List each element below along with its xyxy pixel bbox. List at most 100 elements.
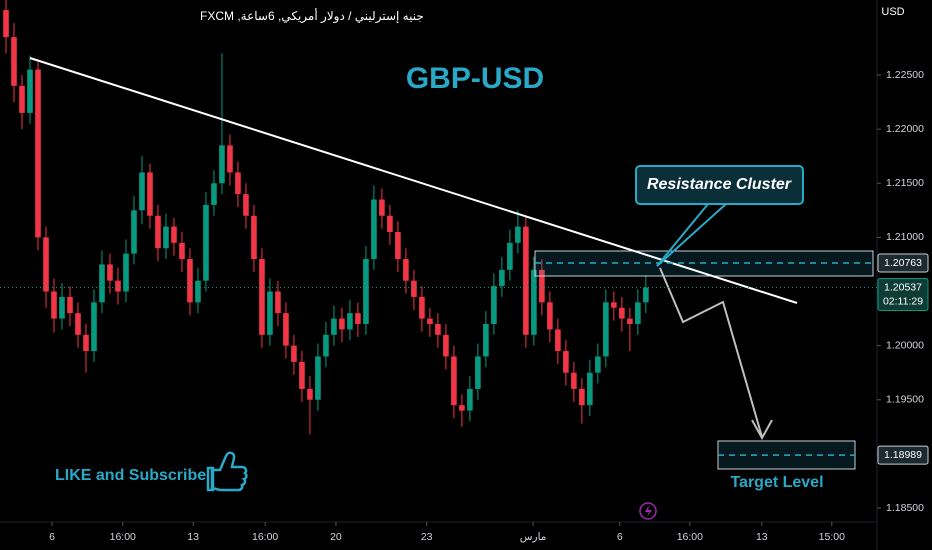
candle-body — [323, 334, 329, 357]
candle-body — [51, 291, 57, 319]
candle-body — [603, 302, 609, 357]
promo-text: LIKE and Subscribe — [55, 467, 206, 484]
candle-body — [531, 269, 537, 335]
y-tick-label: 1.21500 — [886, 177, 924, 189]
level-box — [877, 445, 929, 465]
candle-body — [515, 226, 521, 243]
x-tick-label: 16:00 — [252, 531, 278, 543]
candle-body — [123, 253, 129, 292]
level-label: 1.18989 — [884, 449, 922, 461]
chart-title: GBP-USD — [406, 62, 544, 95]
candle-body — [171, 226, 177, 243]
candle-body — [331, 318, 337, 335]
candle-body — [219, 145, 225, 184]
candle-body — [243, 194, 249, 216]
candle-body — [491, 286, 497, 324]
candle-body — [523, 226, 529, 335]
candle-body — [371, 199, 377, 260]
x-tick-label: 15:00 — [819, 531, 845, 543]
candle-body — [187, 259, 193, 303]
candle-body — [635, 302, 641, 324]
y-tick-label: 1.18500 — [886, 502, 924, 514]
candle-body — [539, 269, 545, 303]
candle-body — [179, 242, 185, 260]
y-tick-label: 1.19500 — [886, 394, 924, 406]
last-price-box — [877, 278, 929, 312]
candle-body — [459, 405, 465, 411]
candle-body — [227, 145, 233, 173]
candle-body — [571, 372, 577, 389]
candle-body — [139, 172, 145, 211]
candle-body — [19, 85, 25, 113]
candle-body — [315, 356, 321, 400]
candle-body — [11, 37, 17, 86]
candle-body — [267, 291, 273, 335]
candle-body — [507, 242, 513, 270]
level-label: 1.20763 — [884, 257, 922, 269]
candle-body — [387, 215, 393, 232]
x-tick-label: مارس — [520, 531, 547, 543]
candle-body — [475, 356, 481, 389]
candle-body — [107, 264, 113, 281]
candle-body — [347, 313, 353, 330]
candle-body — [275, 291, 281, 314]
candle-body — [99, 264, 105, 303]
candle-body — [579, 388, 585, 406]
candle-body — [595, 356, 601, 373]
candle-body — [163, 226, 169, 249]
x-tick-label: 16:00 — [110, 531, 136, 543]
candle-body — [547, 302, 553, 330]
candle-body — [587, 372, 593, 406]
callout-pointer — [656, 203, 727, 267]
candle-body — [363, 259, 369, 324]
event-bolt — [645, 505, 652, 517]
candle-body — [427, 318, 433, 324]
candle-body — [35, 69, 41, 238]
callout-box — [635, 165, 804, 205]
candle-body — [91, 302, 97, 352]
countdown: 02:11:29 — [883, 295, 923, 307]
x-tick-label: 13 — [187, 531, 199, 543]
candle-body — [155, 215, 161, 249]
candle-body — [443, 334, 449, 357]
candle-body — [411, 280, 417, 297]
trendline — [29, 57, 798, 304]
projection-arrow — [659, 267, 763, 438]
candle-body — [499, 269, 505, 287]
candle-body — [643, 287, 649, 303]
callout-text: Resistance Cluster — [647, 176, 792, 193]
callout-pointer — [656, 203, 709, 267]
candle-body — [131, 210, 137, 254]
candle-body — [67, 296, 73, 314]
candle-body — [195, 280, 201, 303]
candle-body — [395, 231, 401, 260]
candle-body — [203, 204, 209, 281]
candle-body — [291, 345, 297, 362]
x-tick-label: 16:00 — [677, 531, 703, 543]
candle-body — [75, 313, 81, 335]
arrow-head — [751, 419, 773, 441]
candle-body — [611, 302, 617, 308]
candle-body — [555, 329, 561, 352]
candle-body — [355, 313, 361, 324]
x-tick-label: 6 — [49, 531, 55, 543]
x-tick-label: 20 — [330, 531, 342, 543]
candle-body — [251, 215, 257, 260]
candle-body — [403, 259, 409, 281]
candle-body — [483, 323, 489, 357]
y-tick-label: 1.21000 — [886, 231, 924, 243]
candle-body — [235, 172, 241, 195]
candle-body — [299, 361, 305, 389]
candle-body — [283, 313, 289, 346]
y-tick-label: 1.22500 — [886, 69, 924, 81]
candle-body — [619, 307, 625, 319]
candle-body — [451, 356, 457, 406]
candle-body — [3, 10, 9, 38]
candle-body — [563, 351, 569, 373]
currency: USD — [881, 6, 904, 18]
y-tick-label: 1.22000 — [886, 123, 924, 135]
x-tick-label: 13 — [756, 531, 768, 543]
symbol: جنيه إسترليني / دولار أمريكي, 6ساعة, FXC… — [200, 8, 424, 24]
